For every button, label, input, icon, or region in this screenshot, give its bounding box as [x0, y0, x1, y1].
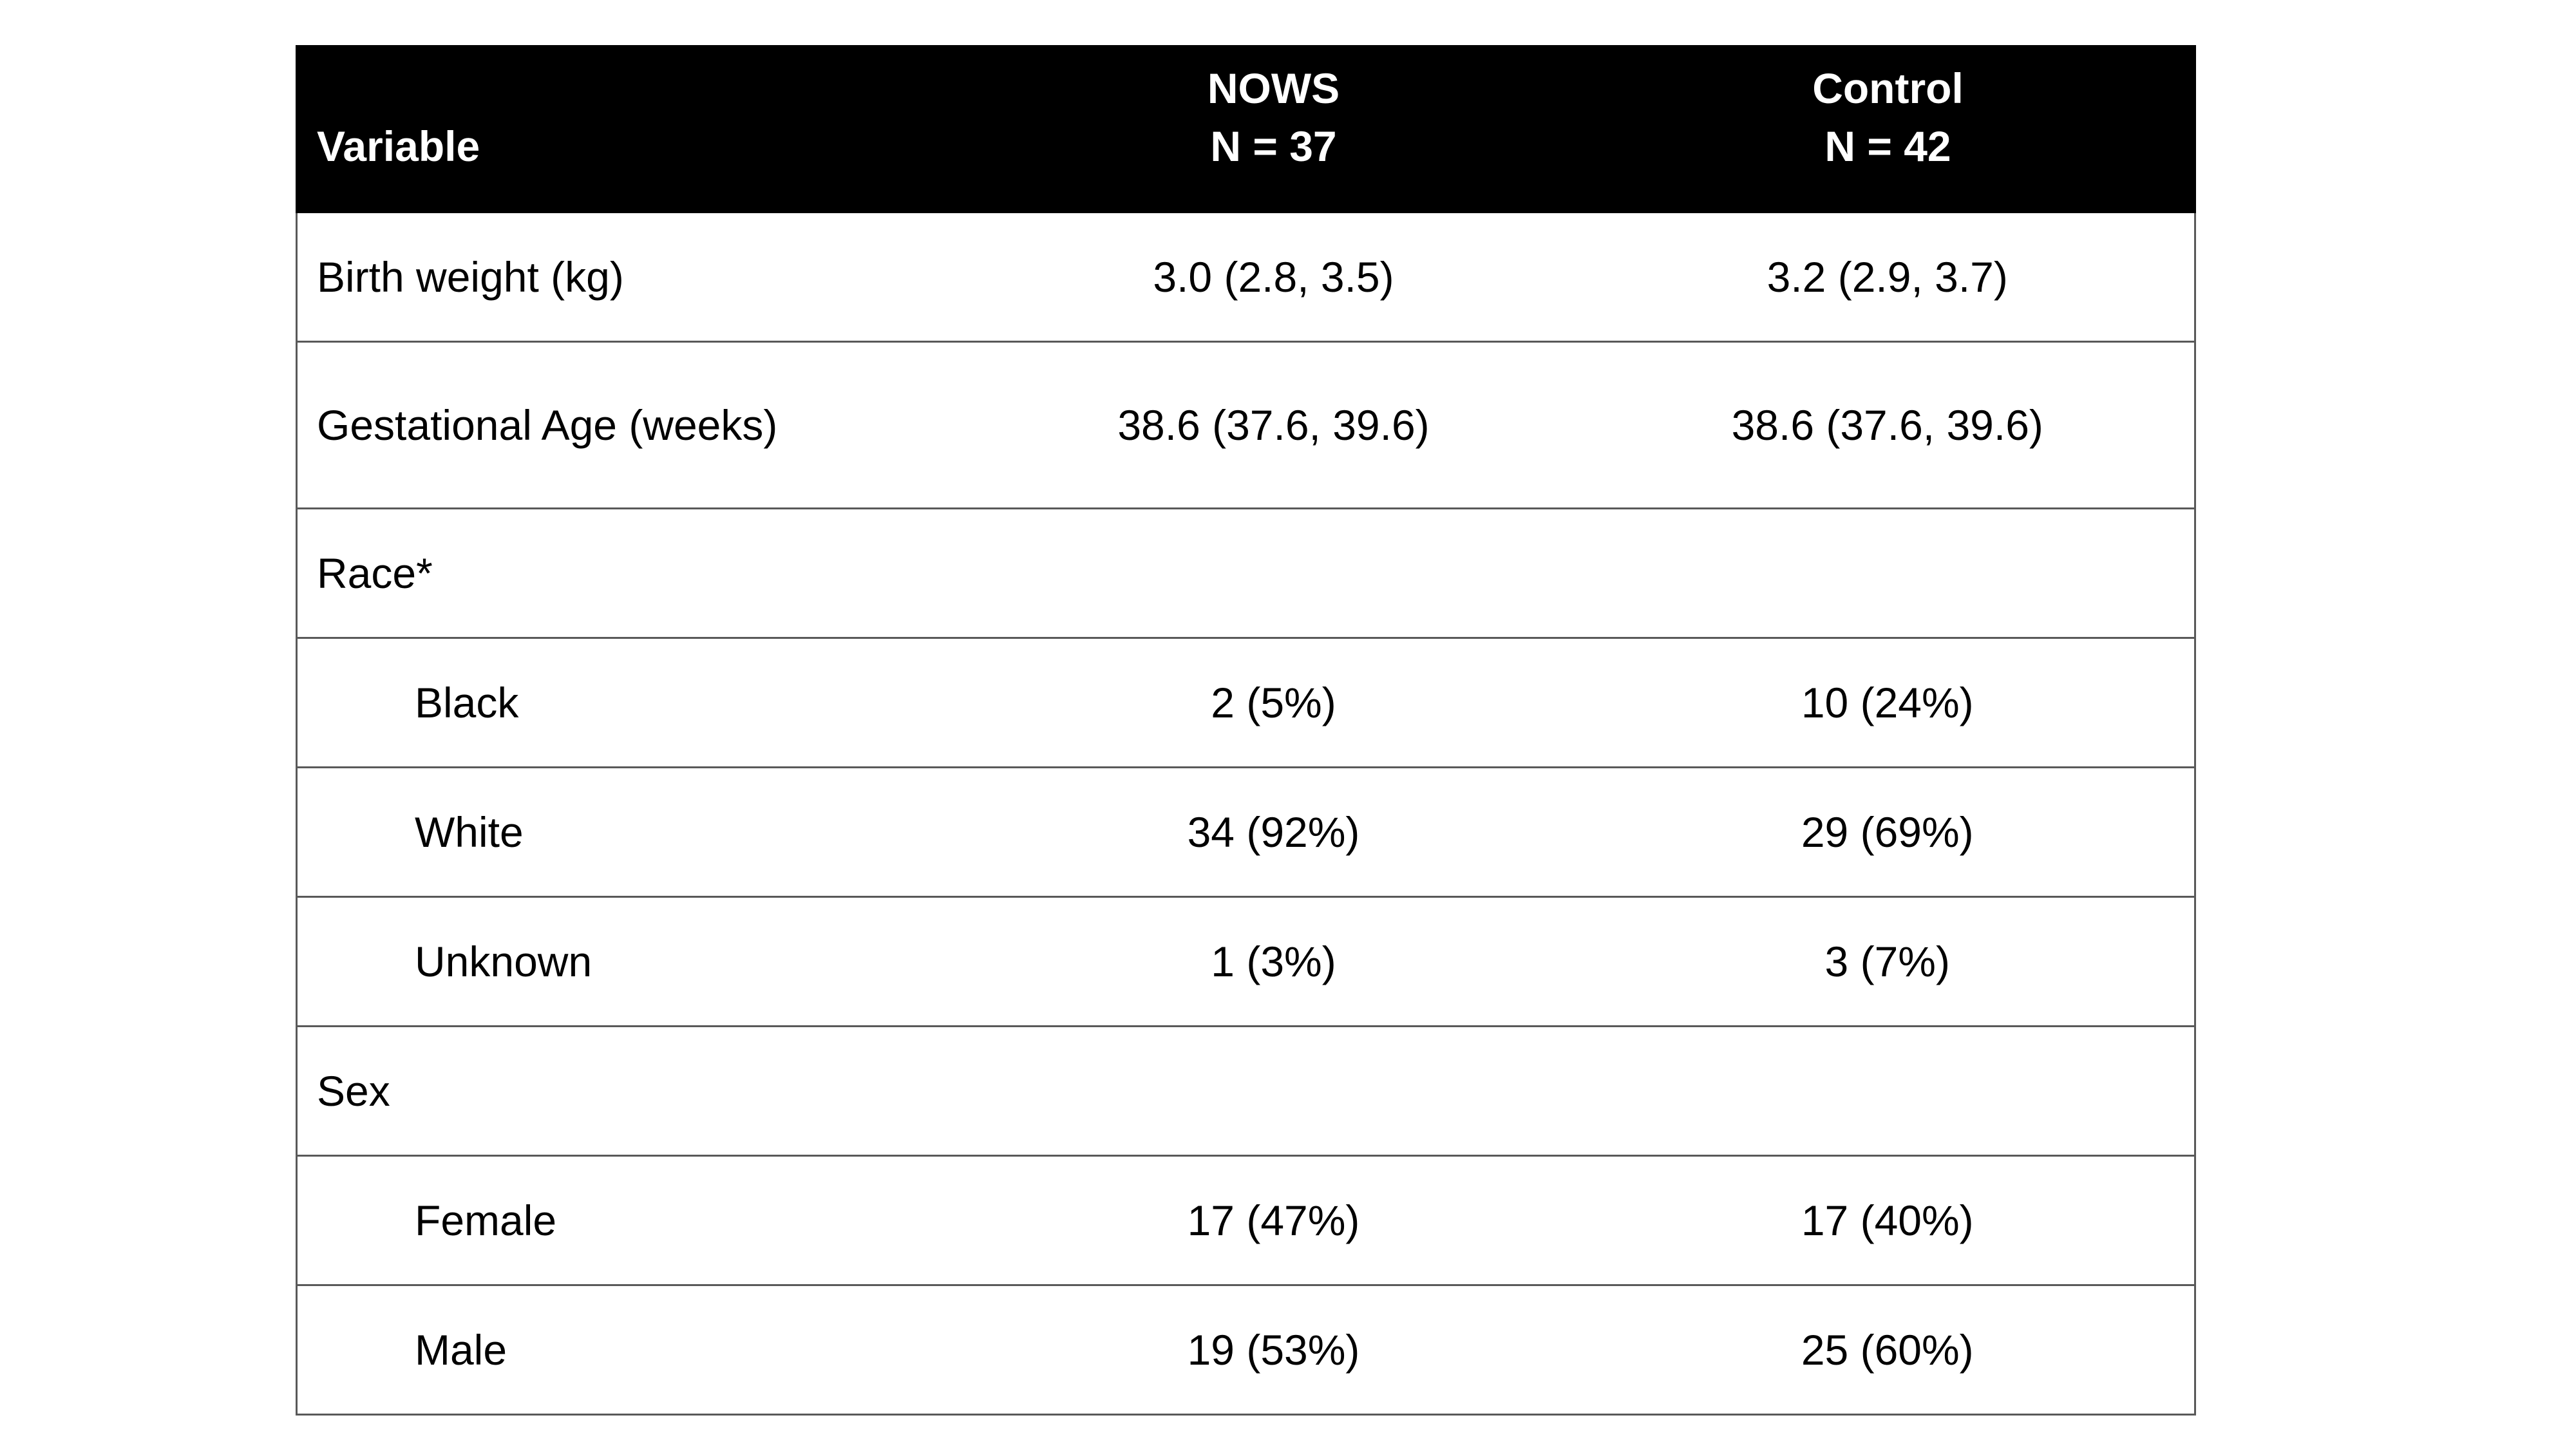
row-label: Sex: [296, 1025, 967, 1157]
table-body: Birth weight (kg) 3.0 (2.8, 3.5) 3.2 (2.…: [296, 211, 2196, 1416]
table-row: Gestational Age (weeks) 38.6 (37.6, 39.6…: [296, 341, 2196, 509]
table-row: Sex: [296, 1025, 2196, 1157]
cell-nows: 19 (53%): [966, 1284, 1581, 1416]
row-label: Unknown: [296, 896, 967, 1027]
cell-control: 10 (24%): [1580, 637, 2196, 768]
cell-nows: 38.6 (37.6, 39.6): [966, 341, 1581, 509]
cell-nows: [966, 1025, 1581, 1157]
header-group-control: Control N = 42: [1580, 45, 2196, 213]
row-label: Male: [296, 1284, 967, 1416]
cell-nows: 17 (47%): [966, 1155, 1581, 1286]
row-label: Birth weight (kg): [296, 211, 967, 343]
demographics-table: Variable NOWS N = 37 Control N = 42 Birt…: [296, 45, 2196, 1416]
cell-control: 25 (60%): [1580, 1284, 2196, 1416]
header-group-n: N = 42: [1824, 122, 1951, 170]
cell-nows: 2 (5%): [966, 637, 1581, 768]
cell-control: 29 (69%): [1580, 766, 2196, 898]
header-group-nows: NOWS N = 37: [965, 45, 1582, 213]
table-row: Male 19 (53%) 25 (60%): [296, 1284, 2196, 1416]
demographics-table-container: Variable NOWS N = 37 Control N = 42 Birt…: [296, 45, 2196, 1416]
row-label: Female: [296, 1155, 967, 1286]
table-row: Race*: [296, 507, 2196, 639]
table-header: Variable NOWS N = 37 Control N = 42: [296, 45, 2196, 213]
cell-nows: 34 (92%): [966, 766, 1581, 898]
cell-control: 38.6 (37.6, 39.6): [1580, 341, 2196, 509]
header-group-name: NOWS: [1207, 64, 1340, 112]
header-variable: Variable: [296, 45, 967, 213]
table-row: Birth weight (kg) 3.0 (2.8, 3.5) 3.2 (2.…: [296, 211, 2196, 343]
cell-control: [1580, 507, 2196, 639]
header-row: Variable NOWS N = 37 Control N = 42: [296, 45, 2196, 213]
cell-control: 3.2 (2.9, 3.7): [1580, 211, 2196, 343]
table-row: Unknown 1 (3%) 3 (7%): [296, 896, 2196, 1027]
table-row: White 34 (92%) 29 (69%): [296, 766, 2196, 898]
row-label: Gestational Age (weeks): [296, 341, 967, 509]
cell-control: 17 (40%): [1580, 1155, 2196, 1286]
cell-nows: 3.0 (2.8, 3.5): [966, 211, 1581, 343]
table-row: Black 2 (5%) 10 (24%): [296, 637, 2196, 768]
cell-control: [1580, 1025, 2196, 1157]
row-label: Race*: [296, 507, 967, 639]
row-label: Black: [296, 637, 967, 768]
table-row: Female 17 (47%) 17 (40%): [296, 1155, 2196, 1286]
header-group-n: N = 37: [1210, 122, 1337, 170]
header-group-name: Control: [1812, 64, 1964, 112]
row-label: White: [296, 766, 967, 898]
cell-control: 3 (7%): [1580, 896, 2196, 1027]
cell-nows: [966, 507, 1581, 639]
cell-nows: 1 (3%): [966, 896, 1581, 1027]
